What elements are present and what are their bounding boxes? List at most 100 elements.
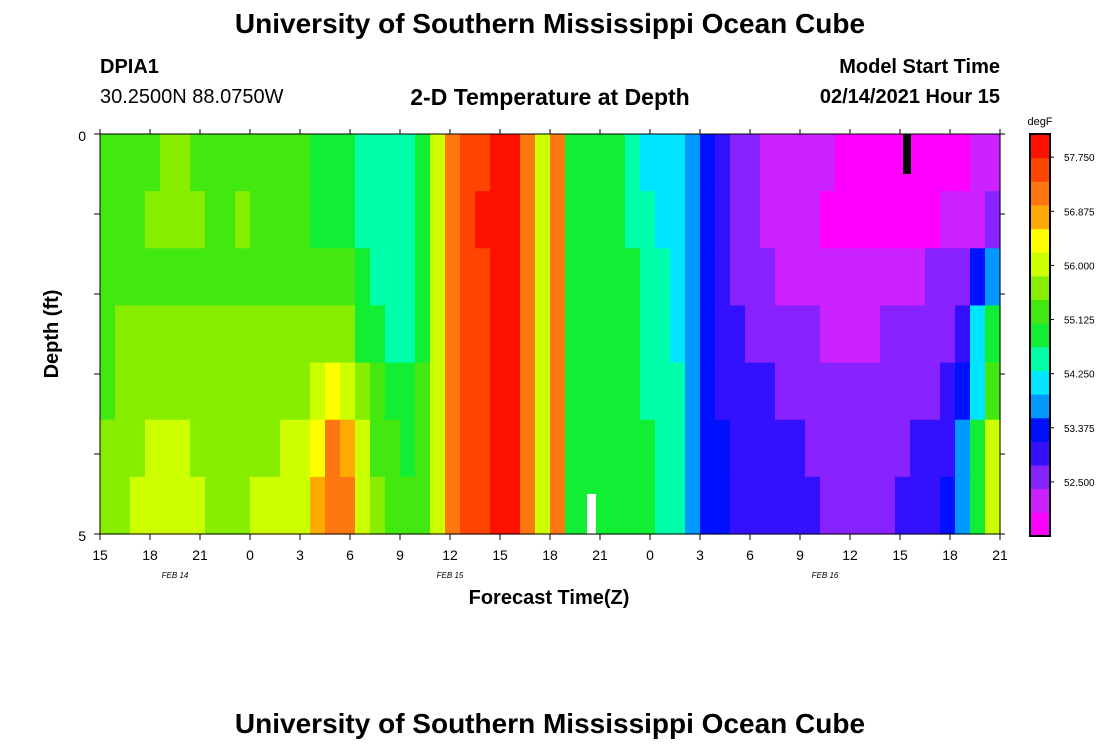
heatmap-cells — [100, 134, 1001, 535]
heatmap-cell — [205, 476, 221, 535]
heatmap-cell — [250, 476, 266, 535]
heatmap-cell — [325, 362, 341, 421]
heatmap-cell — [970, 419, 986, 478]
missing-data-white — [587, 494, 596, 534]
heatmap-cell — [790, 248, 806, 307]
x-tick-label: 6 — [346, 547, 354, 563]
heatmap-cell — [400, 134, 416, 192]
heatmap-cell — [715, 305, 731, 364]
heatmap-cell — [595, 419, 611, 478]
heatmap-cell — [280, 476, 296, 535]
heatmap-cell — [310, 134, 326, 192]
heatmap-cell — [535, 476, 551, 535]
heatmap-cell — [130, 248, 146, 307]
heatmap-cell — [160, 419, 176, 478]
heatmap-cell — [475, 419, 491, 478]
heatmap-cell — [955, 134, 971, 192]
heatmap-cell — [145, 419, 161, 478]
heatmap-cell — [820, 191, 836, 249]
heatmap-cell — [730, 191, 746, 249]
heatmap-cell — [955, 248, 971, 307]
missing-data-marks — [587, 134, 911, 534]
heatmap-cell — [235, 191, 251, 249]
heatmap-cell — [370, 362, 386, 421]
x-tick-label: 18 — [142, 547, 158, 563]
heatmap-cell — [280, 419, 296, 478]
heatmap-cell — [460, 134, 476, 192]
x-tick-label: 21 — [592, 547, 608, 563]
heatmap-cell — [700, 362, 716, 421]
colorbar-swatch — [1030, 394, 1050, 419]
heatmap-cell — [340, 248, 356, 307]
heatmap-cell — [550, 305, 566, 364]
heatmap-cell — [475, 134, 491, 192]
heatmap-cell — [565, 476, 581, 535]
heatmap-cell — [565, 134, 581, 192]
x-tick-label: 6 — [746, 547, 754, 563]
heatmap-cell — [100, 191, 116, 249]
heatmap-cell — [265, 191, 281, 249]
heatmap-cell — [295, 248, 311, 307]
heatmap-cell — [955, 305, 971, 364]
colorbar-swatch — [1030, 512, 1050, 537]
heatmap-cell — [280, 191, 296, 249]
heatmap-cell — [565, 191, 581, 249]
heatmap-cell — [580, 134, 596, 192]
heatmap-cell — [985, 305, 1001, 364]
heatmap-cell — [625, 248, 641, 307]
colorbar-swatch — [1030, 417, 1050, 442]
heatmap-cell — [970, 248, 986, 307]
heatmap-cell — [820, 362, 836, 421]
heatmap-cell — [100, 362, 116, 421]
heatmap-cell — [595, 362, 611, 421]
heatmap-cell — [100, 134, 116, 192]
heatmap-cell — [880, 362, 896, 421]
heatmap-cell — [835, 476, 851, 535]
heatmap-cell — [745, 134, 761, 192]
heatmap-cell — [430, 191, 446, 249]
heatmap-cell — [595, 248, 611, 307]
heatmap-cell — [895, 362, 911, 421]
heatmap-cell — [535, 248, 551, 307]
heatmap-cell — [160, 191, 176, 249]
heatmap-cell — [310, 362, 326, 421]
heatmap-cell — [430, 305, 446, 364]
heatmap-cell — [340, 134, 356, 192]
heatmap-cell — [685, 305, 701, 364]
heatmap-cell — [490, 362, 506, 421]
heatmap-cell — [865, 362, 881, 421]
colorbar-swatch — [1030, 204, 1050, 230]
heatmap-cell — [730, 419, 746, 478]
heatmap-cell — [880, 191, 896, 249]
heatmap-cell — [100, 248, 116, 307]
heatmap-cell — [745, 419, 761, 478]
heatmap-cell — [280, 248, 296, 307]
heatmap-cell — [715, 248, 731, 307]
heatmap-cell — [445, 248, 461, 307]
heatmap-cell — [355, 305, 371, 364]
heatmap-cell — [520, 419, 536, 478]
x-tick-label: 15 — [892, 547, 908, 563]
heatmap-cell — [955, 191, 971, 249]
heatmap-cell — [595, 191, 611, 249]
heatmap-cell — [505, 305, 521, 364]
page-title: University of Southern Mississippi Ocean… — [234, 8, 866, 39]
heatmap-cell — [550, 191, 566, 249]
heatmap-cell — [400, 419, 416, 478]
x-tick-label: 9 — [796, 547, 804, 563]
heatmap-cell — [250, 191, 266, 249]
model-start-label: Model Start Time — [839, 56, 1000, 78]
heatmap-cell — [595, 305, 611, 364]
heatmap-cell — [805, 419, 821, 478]
heatmap-cell — [295, 134, 311, 192]
heatmap-cell — [655, 419, 671, 478]
heatmap-cell — [130, 305, 146, 364]
colorbar-tick-label: 53.375 — [1064, 424, 1095, 435]
heatmap-cell — [985, 419, 1001, 478]
heatmap-cell — [760, 134, 776, 192]
heatmap-cell — [250, 305, 266, 364]
heatmap-cell — [790, 362, 806, 421]
heatmap-cell — [340, 191, 356, 249]
